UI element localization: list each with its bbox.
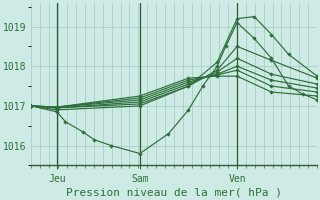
- X-axis label: Pression niveau de la mer( hPa ): Pression niveau de la mer( hPa ): [66, 187, 282, 197]
